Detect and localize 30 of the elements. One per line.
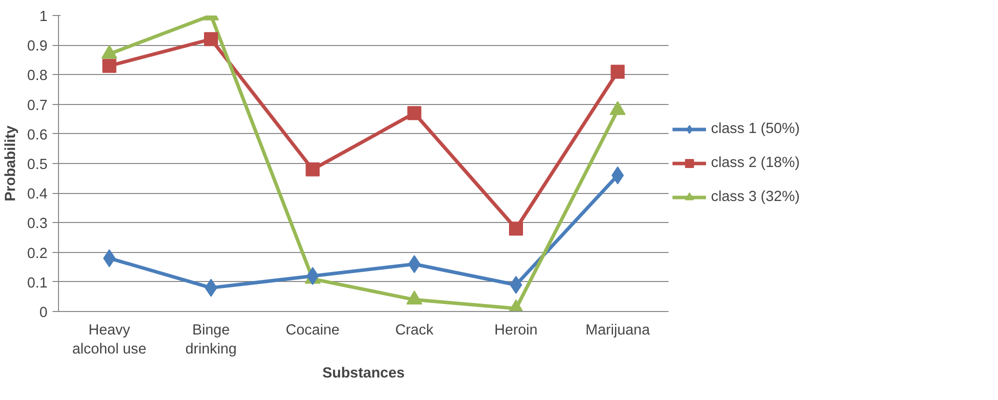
y-tick-label: 0.2	[27, 246, 48, 262]
y-tick-label: 0.8	[27, 68, 48, 84]
x-tick-label: Heavy alcohol use	[72, 322, 146, 358]
y-tick-label: 0.5	[27, 157, 48, 173]
y-tick-label: 0.9	[27, 38, 48, 55]
x-tick-label: Cocaine	[286, 322, 340, 338]
x-tick-label: Heroin	[494, 322, 538, 338]
point	[510, 276, 522, 294]
legend-label: class 3 (32%)	[711, 189, 800, 205]
y-tick-label: 0.7	[27, 98, 48, 114]
x-tick-label: Crack	[395, 322, 434, 338]
y-tick-label: 1	[39, 9, 48, 25]
x-tick-label: Binge drinking	[185, 322, 237, 358]
point	[306, 162, 320, 176]
x-tick-label: Marijuana	[585, 322, 651, 338]
point	[204, 278, 218, 297]
y-axis-title: Probability	[3, 124, 20, 202]
y-tick-label: 0.6	[27, 127, 48, 144]
y-tick-label: 0.4	[27, 186, 48, 203]
y-tick-label: 0	[39, 305, 48, 321]
legend-label: class 1 (50%)	[711, 121, 800, 137]
x-axis-title: Substances	[322, 366, 405, 382]
point	[407, 106, 422, 120]
point	[102, 58, 116, 73]
point	[610, 64, 625, 79]
y-tick-label: 0.1	[27, 275, 48, 292]
point	[204, 32, 218, 46]
y-tick-label: 0.3	[27, 216, 48, 232]
legend-label: class 2 (18%)	[711, 155, 800, 171]
point	[509, 222, 523, 236]
